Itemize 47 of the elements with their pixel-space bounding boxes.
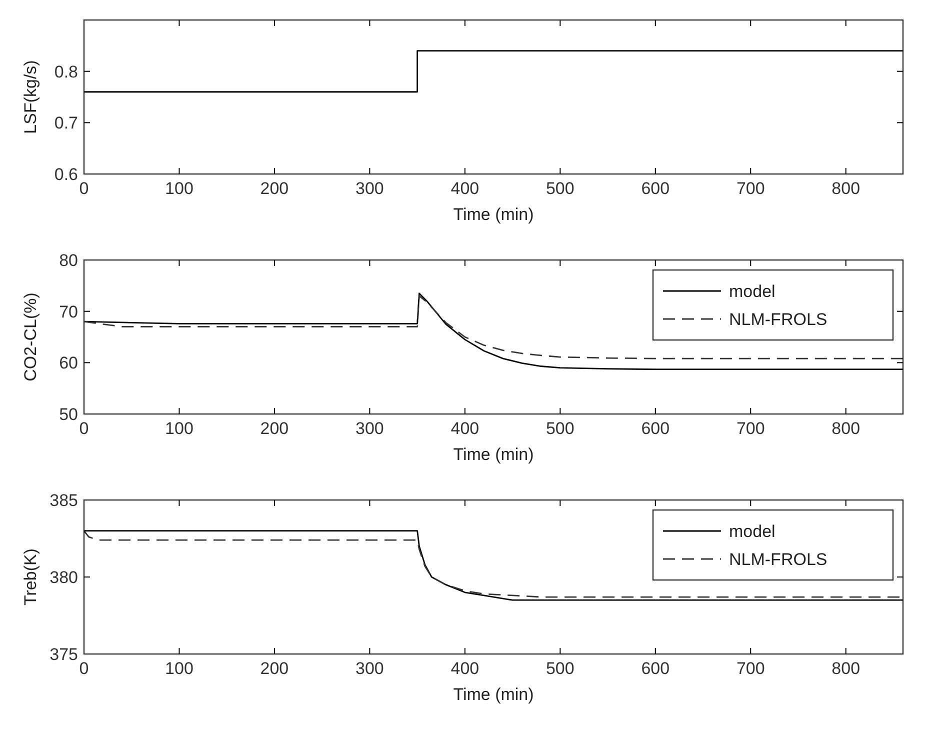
y-tick-label: 0.7 [54, 114, 78, 133]
y-axis-title: Treb(K) [21, 548, 40, 606]
legend-label: NLM-FROLS [729, 310, 828, 329]
x-tick-label: 0 [79, 179, 89, 198]
x-tick-label: 700 [736, 659, 765, 678]
legend-label: NLM-FROLS [729, 550, 828, 569]
x-tick-label: 100 [165, 419, 194, 438]
y-tick-label: 380 [50, 568, 78, 587]
x-tick-label: 800 [832, 659, 860, 678]
y-axis-title: LSF(kg/s) [21, 60, 40, 134]
x-tick-label: 300 [356, 179, 384, 198]
x-tick-label: 400 [450, 419, 480, 438]
legend-label: model [729, 282, 776, 301]
x-axis-title: Time (min) [453, 445, 534, 464]
y-tick-label: 60 [59, 354, 78, 373]
x-tick-label: 100 [165, 179, 194, 198]
y-tick-label: 70 [59, 302, 78, 322]
x-tick-label: 600 [641, 659, 670, 678]
x-tick-label: 300 [356, 419, 384, 438]
y-tick-label: 0.8 [54, 62, 78, 82]
x-tick-label: 500 [546, 659, 574, 678]
x-tick-label: 200 [260, 179, 289, 198]
x-tick-label: 200 [260, 659, 289, 678]
x-axis-title: Time (min) [453, 685, 534, 704]
y-tick-label: 385 [50, 491, 78, 510]
x-tick-label: 0 [79, 659, 89, 678]
x-tick-label: 400 [450, 659, 480, 678]
y-tick-label: 50 [59, 405, 78, 424]
x-tick-label: 800 [832, 179, 860, 198]
x-tick-label: 100 [165, 659, 194, 678]
y-tick-label: 375 [50, 645, 78, 664]
x-tick-label: 600 [641, 179, 670, 198]
x-tick-label: 500 [546, 419, 574, 438]
x-tick-label: 200 [260, 419, 289, 438]
x-tick-label: 700 [736, 179, 765, 198]
y-axis-title: CO2-CL(%) [21, 292, 40, 382]
x-tick-label: 700 [736, 419, 765, 438]
y-tick-label: 0.6 [54, 165, 78, 184]
x-axis-title: Time (min) [453, 205, 534, 224]
x-tick-label: 600 [641, 419, 670, 438]
x-tick-label: 400 [450, 179, 480, 198]
legend-label: model [729, 522, 776, 541]
x-tick-label: 300 [356, 659, 384, 678]
x-tick-label: 500 [546, 179, 574, 198]
x-tick-label: 800 [832, 419, 860, 438]
y-tick-label: 80 [59, 251, 78, 270]
x-tick-label: 0 [79, 419, 89, 438]
